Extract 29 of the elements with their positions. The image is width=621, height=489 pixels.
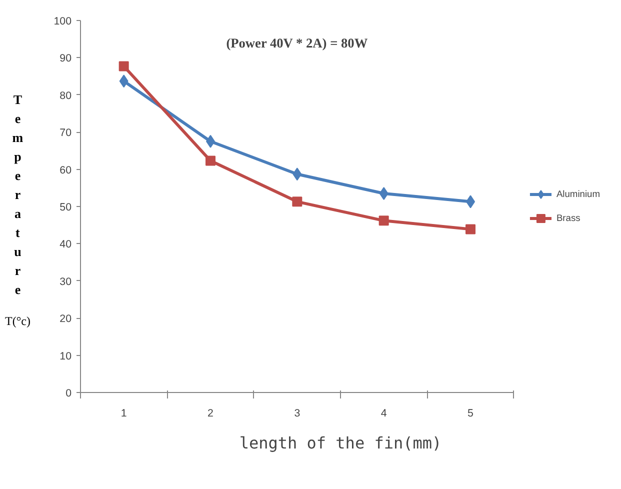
y-tick-label: 0 [66,388,72,400]
x-tick-label: 3 [294,408,300,420]
text: (Power 40V * 2A) = 80W [226,36,368,50]
point [118,61,129,72]
x-axis-title: length of the fin(mm) [239,434,442,452]
text: Temperature T(°c) [5,92,30,328]
point [119,74,128,88]
x-tick-label: 4 [380,408,387,420]
y-tick-label: 60 [60,164,72,176]
y-tick-label: 30 [60,276,72,288]
x-tick-label: 5 [468,408,474,420]
y-tick-label: 40 [60,238,72,251]
legend-label: Aluminium [556,189,600,199]
legend-label: Brass [556,213,580,223]
y-tick-label: 90 [60,52,72,65]
x-tick-label: 2 [208,408,214,420]
y-tick-label: 10 [60,350,72,362]
point [292,196,302,207]
y-tick-label: 70 [60,127,72,140]
y-tick-label: 80 [60,90,72,102]
y-tick-label: 50 [60,202,72,214]
y-tick-label: 100 [54,16,72,28]
point [292,168,302,181]
point [206,156,216,166]
point [379,186,388,200]
point [378,216,389,226]
point [466,224,476,234]
y-tick-label: 20 [60,313,72,326]
x-tick-label: 1 [120,408,127,420]
